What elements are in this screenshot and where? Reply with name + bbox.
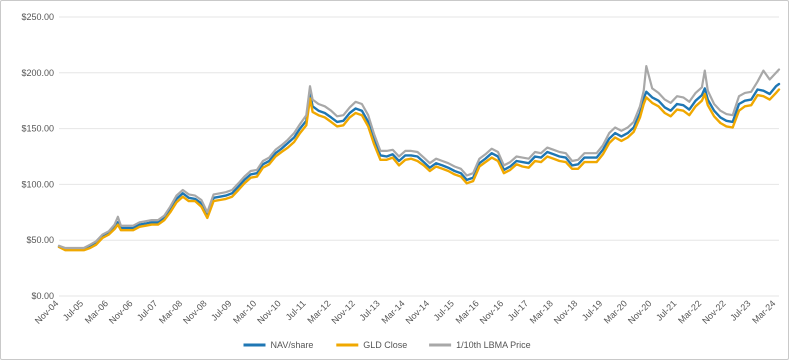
y-tick-label: $250.00 bbox=[21, 12, 54, 22]
y-tick-label: $50.00 bbox=[26, 235, 54, 245]
legend-label: GLD Close bbox=[363, 340, 407, 350]
legend-label: NAV/share bbox=[271, 340, 314, 350]
x-tick-label: Nov-12 bbox=[329, 298, 357, 326]
x-tick-label: Nov-20 bbox=[626, 298, 654, 326]
x-tick-label: Mar-20 bbox=[602, 298, 629, 325]
series-line bbox=[57, 64, 781, 250]
x-tick-label: Jul-05 bbox=[61, 298, 85, 322]
x-tick-label: Jul-13 bbox=[357, 298, 381, 322]
y-tick-label: $150.00 bbox=[21, 124, 54, 134]
x-tick-label: Nov-08 bbox=[181, 298, 209, 326]
x-tick-label: Mar-06 bbox=[83, 298, 110, 325]
x-tick-label: Jul-07 bbox=[135, 298, 159, 322]
x-tick-label: Jul-17 bbox=[506, 298, 530, 322]
x-tick-label: Mar-14 bbox=[379, 298, 406, 325]
x-tick-label: Nov-06 bbox=[107, 298, 135, 326]
x-tick-label: Jul-09 bbox=[209, 298, 233, 322]
x-tick-label: Mar-10 bbox=[231, 298, 258, 325]
x-tick-label: Jul-19 bbox=[580, 298, 604, 322]
y-tick-label: $200.00 bbox=[21, 68, 54, 78]
gridlines bbox=[59, 16, 779, 297]
x-tick-label: Mar-12 bbox=[305, 298, 332, 325]
x-tick-label: Nov-10 bbox=[255, 298, 283, 326]
x-tick-label: Nov-18 bbox=[552, 298, 580, 326]
x-tick-label: Nov-22 bbox=[700, 298, 728, 326]
y-tick-label: $0.00 bbox=[31, 291, 54, 301]
series-line bbox=[57, 82, 781, 251]
y-tick-label: $100.00 bbox=[21, 179, 54, 189]
x-tick-label: Mar-22 bbox=[676, 298, 703, 325]
x-tick-label: Nov-04 bbox=[33, 298, 61, 326]
series-lines bbox=[57, 64, 781, 252]
series-line bbox=[57, 88, 781, 252]
x-tick-label: Mar-18 bbox=[528, 298, 555, 325]
legend: NAV/share GLD Close 1/10th LBMA Price bbox=[243, 340, 531, 350]
x-tick-label: Jul-21 bbox=[654, 298, 678, 322]
legend-label: 1/10th LBMA Price bbox=[456, 340, 531, 350]
x-tick-label: Mar-24 bbox=[750, 298, 777, 325]
x-tick-label: Jul-15 bbox=[432, 298, 456, 322]
y-axis-ticks: $0.00 $50.00 $100.00 $150.00 $200.00 $250.00 bbox=[21, 12, 54, 301]
x-tick-label: Mar-16 bbox=[454, 298, 481, 325]
x-tick-label: Nov-16 bbox=[478, 298, 506, 326]
x-tick-label: Jul-23 bbox=[728, 298, 752, 322]
x-tick-label: Nov-14 bbox=[404, 298, 432, 326]
x-tick-label: Mar-08 bbox=[157, 298, 184, 325]
